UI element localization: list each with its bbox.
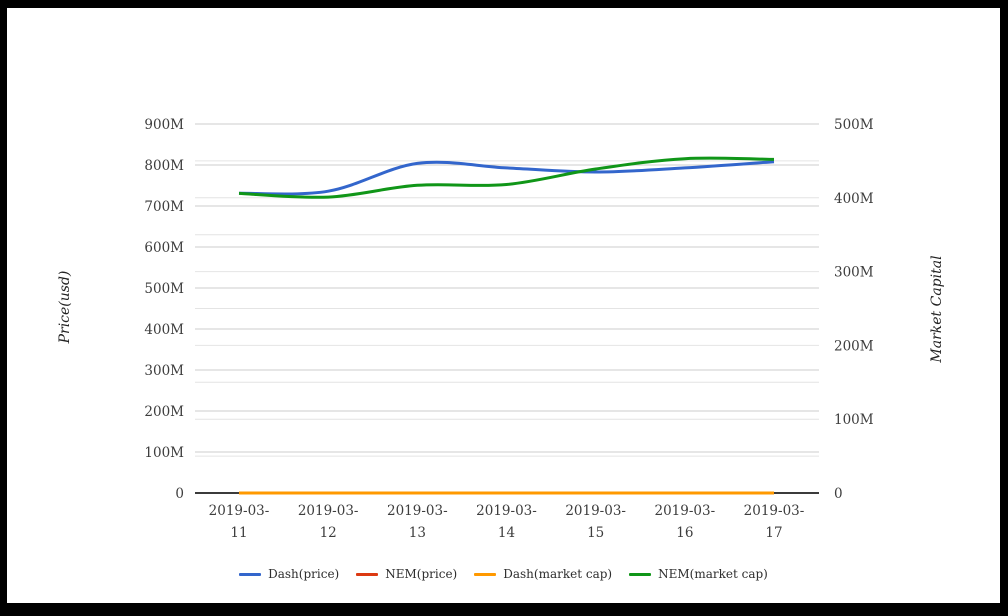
legend-swatch-nem-price (356, 572, 379, 576)
x-axis-tick-label: 2019-03- (298, 503, 359, 519)
y-axis-left-tick-label: 0 (175, 486, 184, 502)
x-axis-tick-label: 17 (765, 525, 782, 541)
y-axis-left-tick-label: 800M (144, 158, 184, 174)
y-axis-left-tick-label: 500M (144, 281, 184, 297)
series-line-dash-price[interactable] (238, 160, 775, 196)
line-chart: 0 100M 200M 300M 400M 500M 600M 700M 800M 900M 0 10… (57, 117, 945, 541)
legend-label: NEM(market cap) (658, 567, 768, 581)
y-axis-right-tick-label: 200M (834, 338, 874, 354)
series-line-nem-market-cap[interactable] (238, 156, 775, 199)
x-axis-tick-label: 2019-03- (209, 503, 270, 519)
x-axis-tick-label: 13 (409, 525, 426, 541)
legend-label: Dash(price) (268, 567, 340, 581)
y-axis-left-tick-label: 100M (144, 445, 184, 461)
y-axis-right-tick-label: 500M (834, 117, 874, 133)
legend-item-dash-market-cap[interactable]: Dash(market cap) (474, 567, 612, 581)
y-axis-left-tick-label: 600M (144, 240, 184, 256)
legend-item-dash-price[interactable]: Dash(price) (239, 567, 339, 581)
x-axis-tick-label: 12 (320, 525, 337, 541)
x-axis-tick-label: 2019-03- (744, 503, 805, 519)
y-axis-right-tick-label: 100M (834, 412, 874, 428)
x-axis-tick-label: 11 (230, 525, 247, 541)
y-axis-left-tick-label: 300M (144, 363, 184, 379)
y-axis-left-tick-label: 400M (144, 322, 184, 338)
y-axis-left-tick-label: 900M (144, 117, 184, 133)
y-axis-right-tick-label: 400M (834, 191, 874, 207)
y-axis-left-title: Price(usd) (57, 271, 73, 345)
legend-label: NEM(price) (385, 567, 458, 581)
x-axis-tick-label: 2019-03- (476, 503, 537, 519)
y-axis-right-tick-label: 300M (834, 265, 874, 281)
y-axis-left-tick-label: 200M (144, 404, 184, 420)
x-axis-tick-label: 2019-03- (565, 503, 626, 519)
x-axis-tick-label: 2019-03- (654, 503, 715, 519)
x-axis-tick-label: 14 (498, 525, 515, 541)
legend-item-nem-price[interactable]: NEM(price) (356, 567, 457, 581)
x-axis-tick-label: 16 (676, 525, 693, 541)
y-axis-right-tick-label: 0 (834, 486, 843, 502)
chart-legend: Dash(price) NEM(price) Dash(market cap) NEM… (7, 564, 1000, 584)
legend-label: Dash(market cap) (503, 567, 613, 581)
legend-swatch-nem-market-cap (629, 572, 652, 576)
legend-swatch-dash-market-cap (474, 572, 497, 576)
y-axis-left-tick-label: 700M (144, 199, 184, 215)
x-axis-tick-label: 2019-03- (387, 503, 448, 519)
y-axis-right-title: Market Capital (929, 255, 945, 363)
x-axis-tick-label: 15 (587, 525, 604, 541)
legend-swatch-dash-price (239, 572, 262, 576)
legend-item-nem-market-cap[interactable]: NEM(market cap) (629, 567, 768, 581)
